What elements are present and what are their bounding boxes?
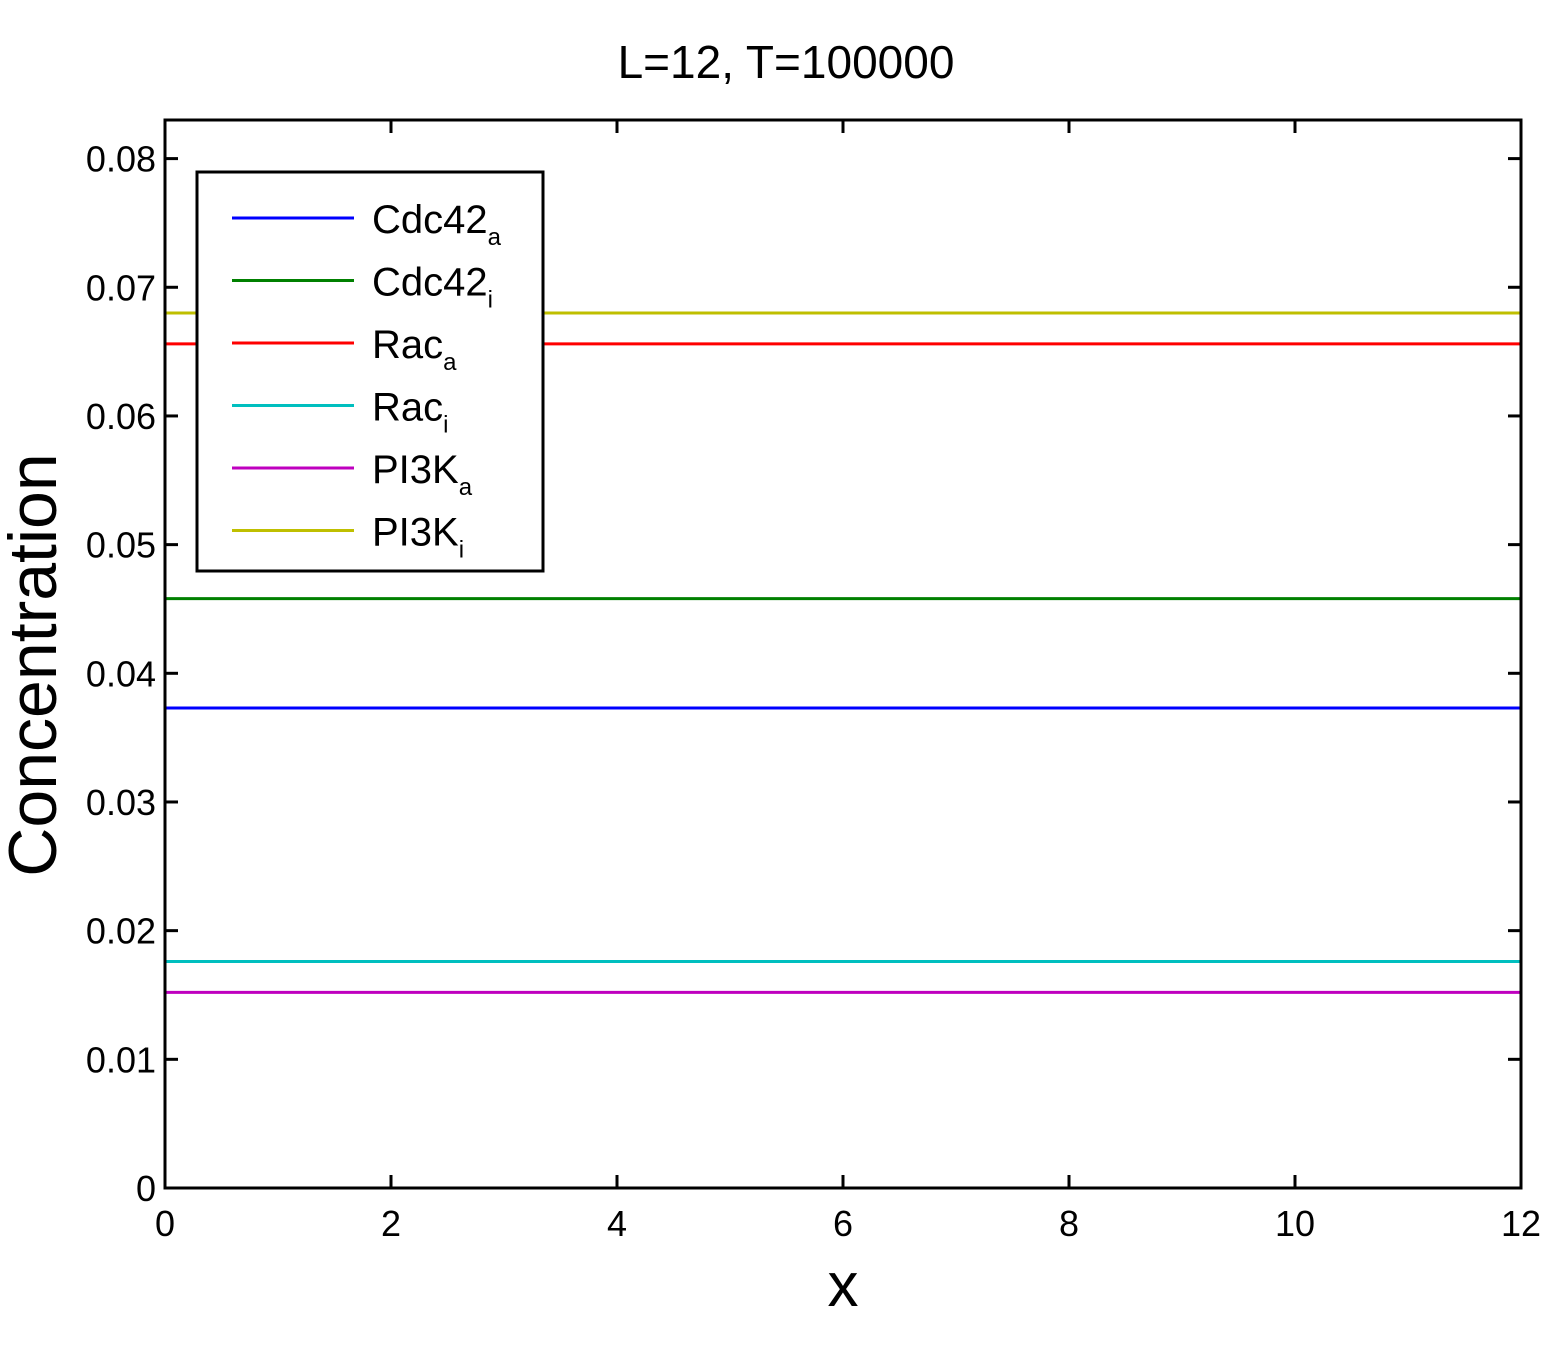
legend-entry-label: Raca <box>372 323 457 376</box>
y-tick-label: 0.04 <box>86 653 156 694</box>
legend-entry-label: PI3Ki <box>372 511 464 564</box>
legend-box <box>195 170 545 573</box>
legend-entry-subscript: i <box>459 537 464 564</box>
legend-entry-subscript: i <box>443 412 448 439</box>
y-tick-label: 0 <box>136 1168 156 1209</box>
y-tick-label: 0.02 <box>86 911 156 952</box>
axis-ticks: 0 2 4 6 8 10 12 0 0.01 0.02 0.03 0.04 0.05 0.06 0.07 0.… <box>86 120 1541 1244</box>
x-tick-label: 8 <box>1059 1203 1079 1244</box>
y-tick-label: 0.06 <box>86 396 156 437</box>
y-tick-label: 0.07 <box>86 267 156 308</box>
legend-entry-name: Rac <box>372 323 443 367</box>
legend-entry-name: Cdc42 <box>372 198 488 242</box>
legend-entry-name: Rac <box>372 386 443 430</box>
chart-title: L=12, T=100000 <box>618 36 955 88</box>
x-tick-label: 12 <box>1501 1203 1541 1244</box>
legend-entry-subscript: a <box>443 349 457 376</box>
legend-entry-subscript: a <box>459 474 473 501</box>
legend-entry-subscript: a <box>488 224 502 251</box>
y-axis-label: Concentration <box>0 453 71 876</box>
legend-entry-name: PI3K <box>372 511 459 555</box>
y-tick-label: 0.01 <box>86 1039 156 1080</box>
x-tick-label: 10 <box>1275 1203 1315 1244</box>
x-tick-label: 6 <box>833 1203 853 1244</box>
legend-entry-label: Raci <box>372 386 448 439</box>
x-axis-label: x <box>828 1251 859 1320</box>
legend-entry-label: Cdc42i <box>372 261 493 314</box>
y-tick-label: 0.05 <box>86 525 156 566</box>
x-tick-label: 2 <box>381 1203 401 1244</box>
x-tick-label: 0 <box>155 1203 175 1244</box>
legend-entry-label: Cdc42a <box>372 198 502 251</box>
x-tick-label: 4 <box>607 1203 627 1244</box>
y-tick-label: 0.08 <box>86 139 156 180</box>
legend-entry-name: PI3K <box>372 448 459 492</box>
y-tick-label: 0.03 <box>86 782 156 823</box>
legend-entry-name: Cdc42 <box>372 261 488 305</box>
legend-entry-subscript: i <box>488 287 493 314</box>
legend-entry-label: PI3Ka <box>372 448 473 501</box>
